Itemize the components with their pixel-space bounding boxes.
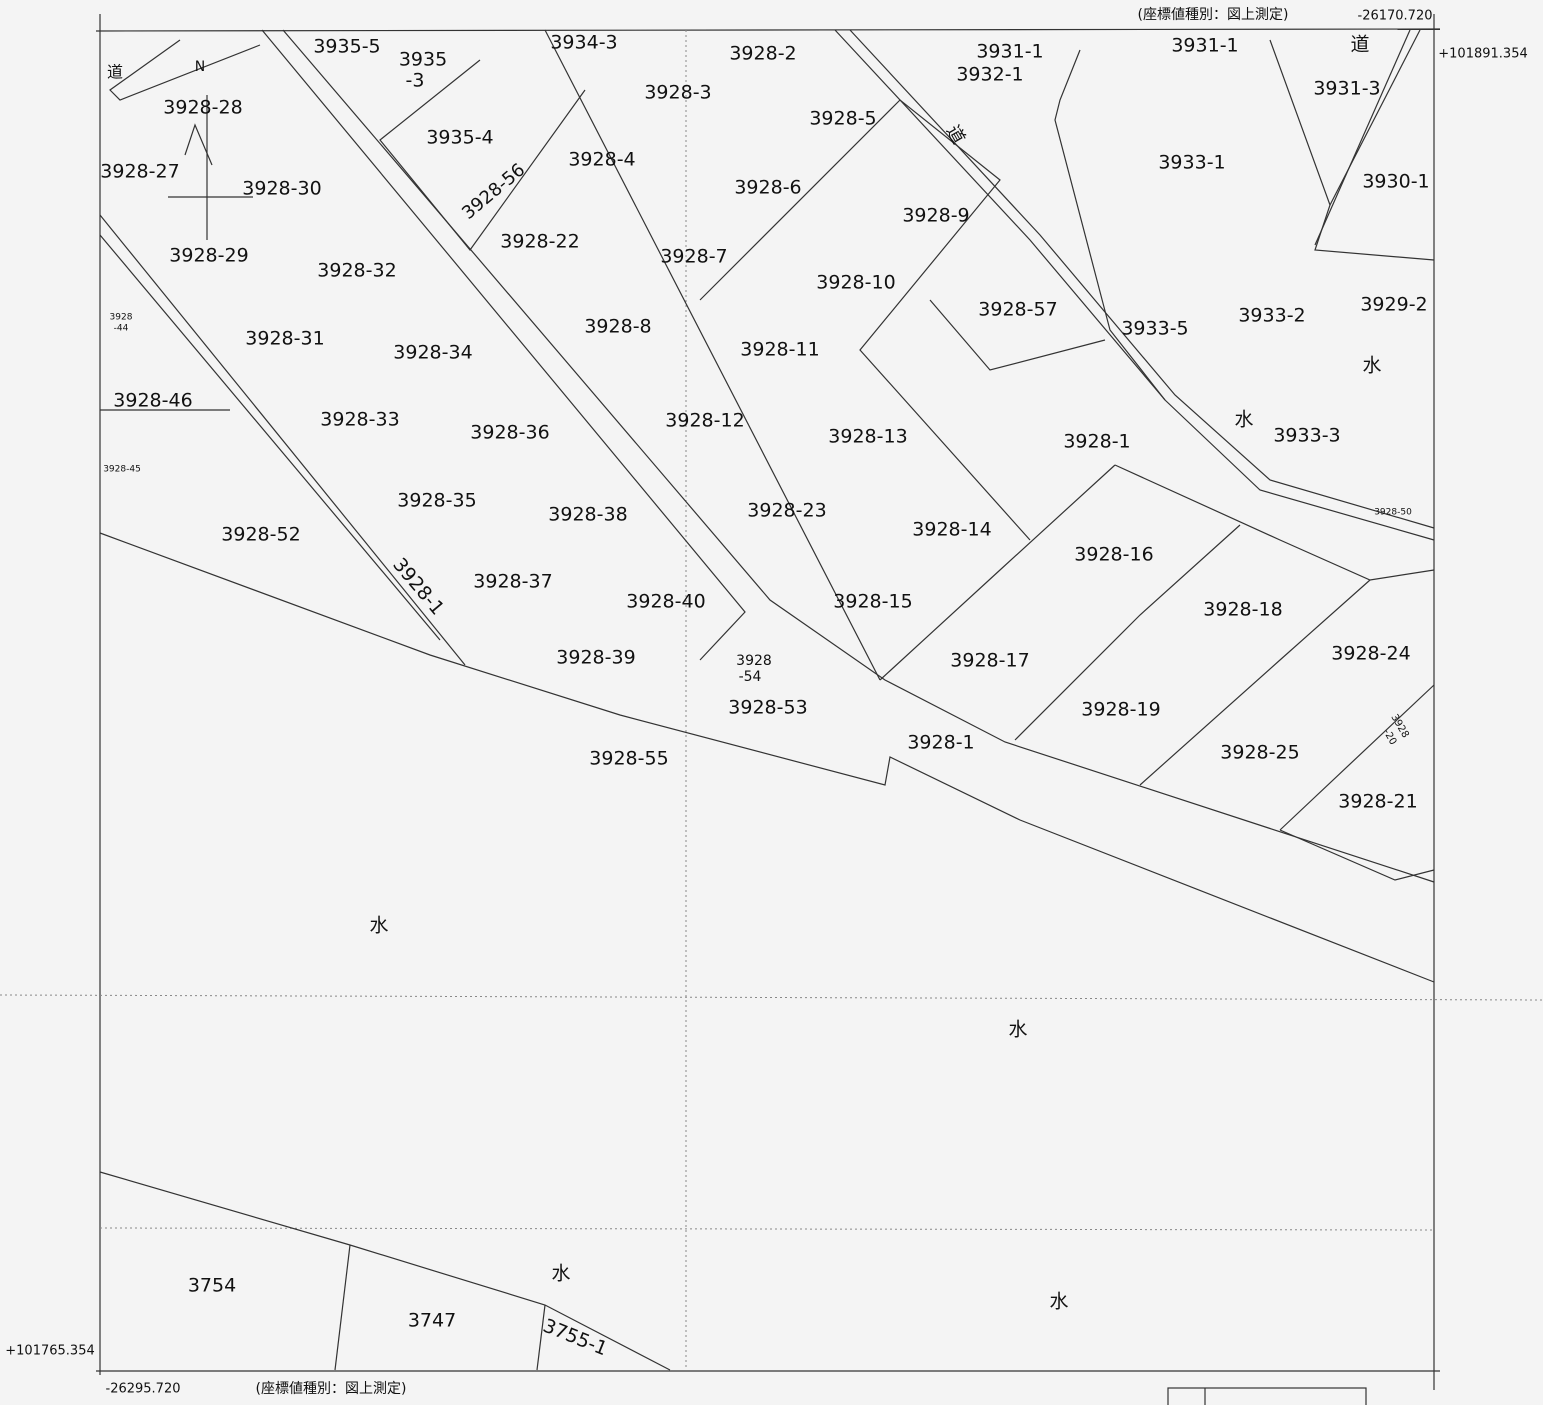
parcel-label: 水 [1234,409,1253,431]
parcel-label: 3928-40 [626,591,705,613]
parcel-label: 3928-11 [740,339,819,361]
parcel-label: 3928-6 [734,177,801,199]
parcel-label: 3928-36 [470,422,549,444]
parcel-label: 3928-12 [665,410,744,432]
parcel-label: 3928-2 [729,43,796,65]
parcel-label: 3931-3 [1313,78,1380,100]
parcel-label: 3928-23 [747,500,826,522]
parcel-label: 3933-2 [1238,305,1305,327]
parcel-label: -54 [739,669,762,685]
parcel-label: -44 [114,324,129,334]
coordinate-note: (座標値種別：図上測定) [1138,7,1289,23]
parcel-label: 3928-14 [912,519,991,541]
parcel-label: 3928-10 [816,272,895,294]
parcel-label: 3928-30 [242,178,321,200]
parcel-label: 3928-50 [1374,508,1412,518]
parcel-label: 3747 [408,1310,456,1332]
parcel-label: 3928-13 [828,426,907,448]
parcel-label: 3928-18 [1203,599,1282,621]
parcel-label: 水 [551,1263,570,1285]
coordinate: -26170.720 [1358,9,1433,24]
parcel-label: 3928 [110,313,133,323]
parcel-label: 3754 [188,1275,236,1297]
parcel-label: 3935 [399,49,447,71]
parcel-label: 3928-52 [221,524,300,546]
parcel-label: 3931-1 [976,41,1043,63]
parcel-label: 3928-35 [397,490,476,512]
parcel-label: 3935-4 [426,127,493,149]
boundaries [0,14,1543,1405]
parcel-label: 3928-15 [833,591,912,613]
parcel-label: 3928-46 [113,390,192,412]
parcel-label: 3934-3 [550,32,617,54]
parcel-label: 3928-24 [1331,643,1410,665]
parcel-label: 3928-3 [644,82,711,104]
parcel-label: 3928-53 [728,697,807,719]
parcel-label: 3928-21 [1338,791,1417,813]
parcel-label: 3928-1 [907,732,974,754]
parcel-label: 3928-39 [556,647,635,669]
parcel-label: 3931-1 [1171,35,1238,57]
parcel-label: 3928-33 [320,409,399,431]
parcel-label: 3928-8 [584,316,651,338]
parcel-label: 3928-22 [500,231,579,253]
parcel-label: 3929-2 [1360,294,1427,316]
parcel-label: 3928-38 [548,504,627,526]
parcel-label: 水 [1049,1291,1068,1313]
parcel-label: 3935-5 [313,36,380,58]
parcel-label: 3928 [736,653,772,669]
parcel-label: 3932-1 [956,64,1023,86]
parcel-label: 3928-37 [473,571,552,593]
parcel-label: 3928-17 [950,650,1029,672]
coordinate: +101765.354 [5,1344,94,1359]
parcel-label: 3928-29 [169,245,248,267]
parcel-label: 道 [107,63,123,82]
north-mark: N [195,59,205,75]
parcel-label: 3928-31 [245,328,324,350]
parcel-label: 3933-3 [1273,425,1340,447]
parcel-label: 3928-28 [163,97,242,119]
parcel-label: 3928-16 [1074,544,1153,566]
parcel-label: 3928-45 [103,465,141,475]
parcel-label: 3928-7 [660,246,727,268]
parcel-label: 3928-55 [589,748,668,770]
parcel-label: 3928-27 [100,161,179,183]
parcel-label: 3928-25 [1220,742,1299,764]
parcel-label: 3928-1 [1063,431,1130,453]
parcel-label: 3928-34 [393,342,472,364]
parcel-label: 3928-5 [809,108,876,130]
parcel-label: 3928-57 [978,299,1057,321]
parcel-label: 3928-19 [1081,699,1160,721]
parcel-label: 3928-32 [317,260,396,282]
parcel-label: 道 [1350,34,1369,56]
parcel-label: 3933-1 [1158,152,1225,174]
parcel-label: 3930-1 [1362,171,1429,193]
parcel-label: 3928-4 [568,149,635,171]
parcel-label: 3928-9 [902,205,969,227]
parcel-label: -3 [406,70,425,92]
parcel-label: 水 [369,915,388,937]
parcel-label: 水 [1362,355,1381,377]
coordinate: -26295.720 [106,1382,181,1397]
coordinate-note: (座標値種別：図上測定) [256,1381,407,1397]
coordinate: +101891.354 [1438,47,1527,62]
parcel-label: 水 [1008,1019,1027,1041]
parcel-label: 3933-5 [1121,318,1188,340]
